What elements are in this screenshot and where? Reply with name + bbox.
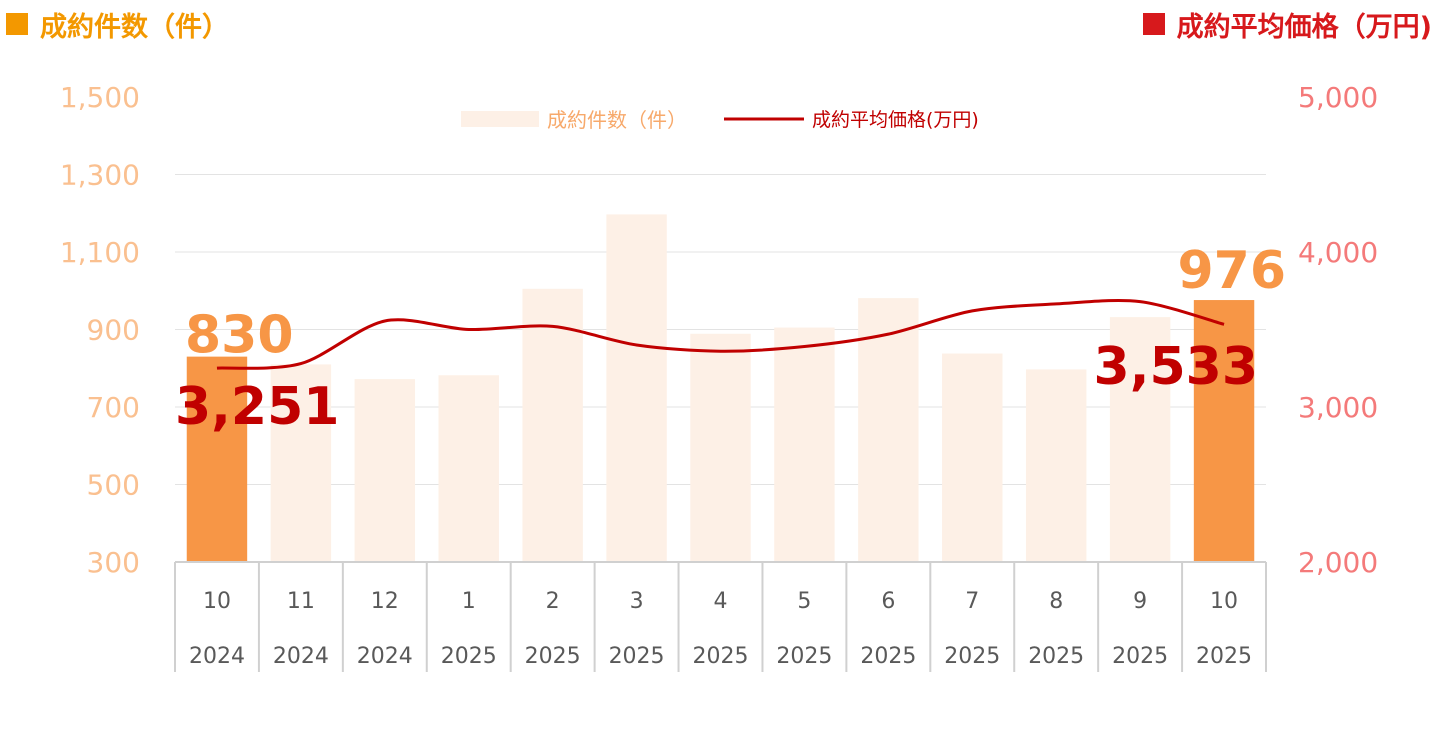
x-tick-month: 2 bbox=[546, 589, 560, 614]
bar bbox=[606, 214, 667, 562]
x-tick-year: 2024 bbox=[357, 644, 413, 669]
x-tick-year: 2025 bbox=[1196, 644, 1252, 669]
right-axis-tick-label: 4,000 bbox=[1298, 236, 1378, 269]
x-tick-month: 11 bbox=[287, 589, 315, 614]
x-tick-month: 9 bbox=[1133, 589, 1147, 614]
x-tick-year: 2025 bbox=[1112, 644, 1168, 669]
bar bbox=[1109, 317, 1171, 562]
right-axis-header: 成約平均価格（万円) bbox=[1142, 4, 1432, 44]
x-tick-month: 7 bbox=[965, 589, 979, 614]
right-axis-header-label: 成約平均価格（万円) bbox=[1176, 11, 1432, 43]
bar bbox=[858, 298, 919, 562]
x-tick-year: 2025 bbox=[776, 644, 832, 669]
left-axis-tick-label: 1,500 bbox=[60, 81, 140, 114]
left-axis-tick-label: 500 bbox=[87, 469, 140, 502]
x-tick-month: 10 bbox=[1210, 589, 1238, 614]
x-tick-month: 10 bbox=[203, 589, 231, 614]
right-axis-swatch-icon bbox=[1142, 13, 1165, 35]
bar bbox=[1025, 369, 1087, 562]
bar bbox=[942, 353, 1003, 562]
legend-bar-swatch bbox=[461, 111, 539, 127]
data-label-bar-last: 976 bbox=[1177, 241, 1286, 301]
right-axis-tick-label: 5,000 bbox=[1298, 81, 1378, 114]
right-axis-tick-label: 3,000 bbox=[1298, 391, 1378, 424]
bar-highlight bbox=[186, 356, 248, 562]
left-axis-tick-label: 1,300 bbox=[60, 159, 140, 192]
x-tick-year: 2025 bbox=[860, 644, 916, 669]
bar bbox=[270, 364, 332, 562]
left-axis-tick-label: 900 bbox=[87, 314, 140, 347]
bar bbox=[774, 327, 835, 562]
data-label-line-first: 3,251 bbox=[175, 377, 339, 437]
x-tick-year: 2025 bbox=[944, 644, 1000, 669]
x-tick-month: 1 bbox=[462, 589, 476, 614]
x-tick-year: 2025 bbox=[441, 644, 497, 669]
left-axis-swatch-icon bbox=[6, 13, 28, 35]
left-axis-tick-label: 700 bbox=[87, 391, 140, 424]
legend-bar-label: 成約件数（件） bbox=[547, 108, 687, 132]
left-axis-tick-label: 1,100 bbox=[60, 236, 140, 269]
x-tick-year: 2025 bbox=[1028, 644, 1084, 669]
x-tick-month: 5 bbox=[797, 589, 811, 614]
data-label-bar-first: 830 bbox=[185, 306, 294, 366]
x-tick-year: 2024 bbox=[189, 644, 245, 669]
right-axis-tick-label: 2,000 bbox=[1298, 546, 1378, 579]
legend-line-label: 成約平均価格(万円) bbox=[812, 109, 979, 131]
bar bbox=[438, 375, 499, 562]
bar-highlight bbox=[1193, 300, 1255, 562]
left-axis-header-label: 成約件数（件） bbox=[40, 11, 229, 43]
left-axis-tick-label: 300 bbox=[87, 546, 140, 579]
left-axis-header: 成約件数（件） bbox=[6, 4, 229, 44]
x-tick-year: 2025 bbox=[525, 644, 581, 669]
x-tick-month: 8 bbox=[1049, 589, 1063, 614]
bar bbox=[690, 333, 751, 562]
data-label-line-last: 3,533 bbox=[1094, 337, 1258, 397]
x-tick-year: 2024 bbox=[273, 644, 329, 669]
x-tick-month: 3 bbox=[630, 589, 644, 614]
bar bbox=[522, 288, 583, 562]
x-tick-year: 2025 bbox=[693, 644, 749, 669]
price-line bbox=[216, 298, 1225, 370]
x-tick-year: 2025 bbox=[609, 644, 665, 669]
bar bbox=[354, 379, 416, 562]
x-tick-month: 4 bbox=[714, 589, 728, 614]
x-tick-month: 12 bbox=[371, 589, 399, 614]
x-tick-month: 6 bbox=[881, 589, 895, 614]
